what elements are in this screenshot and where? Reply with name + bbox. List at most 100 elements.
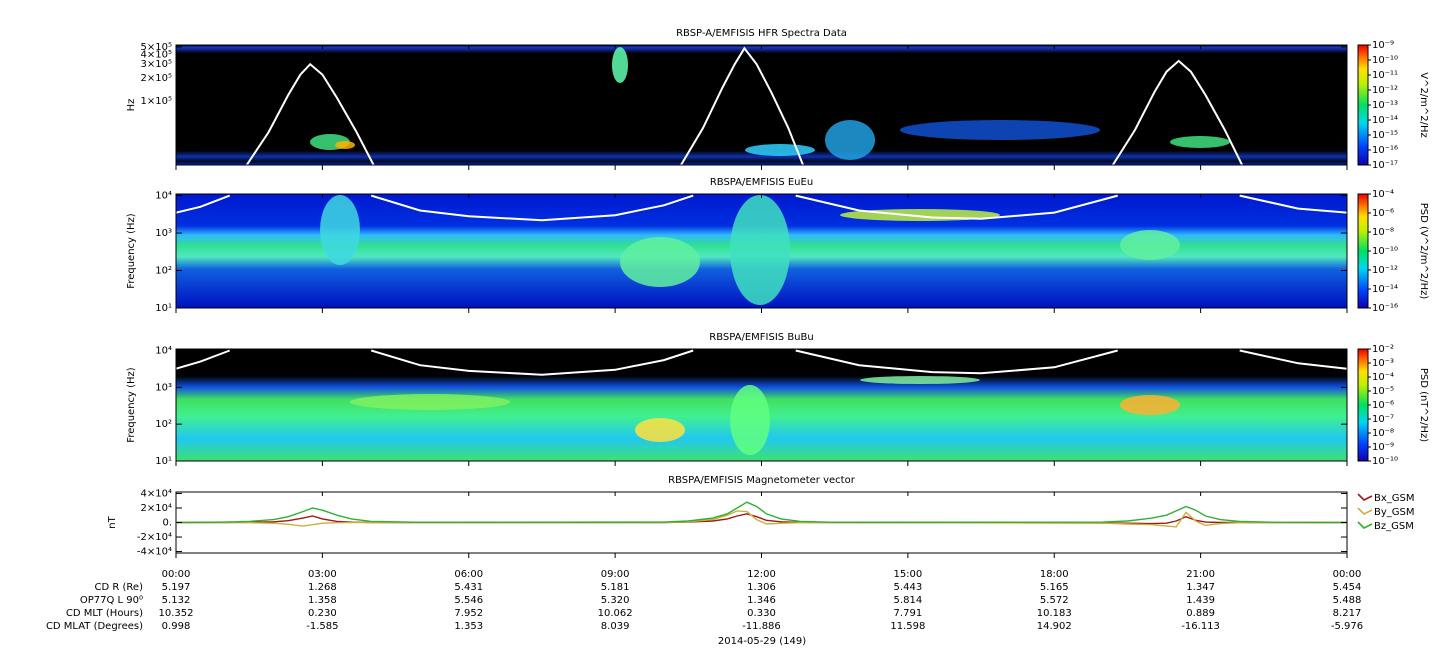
series-line	[176, 510, 1347, 528]
date-label: 2014-05-29 (149)	[718, 636, 806, 647]
overlay-curve	[176, 349, 1347, 376]
colorbar	[1357, 348, 1369, 462]
ephemeris-value: 11.598	[890, 621, 925, 632]
y-axis-label: Hz	[126, 99, 137, 112]
spectrogram-feature	[860, 376, 980, 384]
legend-label: Bz_GSM	[1374, 521, 1414, 532]
x-tick-label: 03:00	[308, 569, 337, 580]
colorbar-tick-label: 10⁻⁸	[1372, 428, 1394, 439]
ephemeris-value: 5.132	[162, 595, 191, 606]
ephemeris-value: 1.346	[747, 595, 776, 606]
spectrogram-feature	[1120, 395, 1180, 415]
ephemeris-value: 1.306	[747, 582, 776, 593]
panel-title: RBSPA/EMFISIS Magnetometer vector	[668, 475, 856, 486]
colorbar-tick-label: 10⁻¹⁴	[1372, 284, 1398, 295]
colorbar-tick-label: 10⁻²	[1372, 344, 1394, 355]
series-line	[176, 513, 1347, 525]
y-axis-label: nT	[107, 515, 118, 528]
ephemeris-value: -1.585	[306, 621, 338, 632]
y-tick-label: 10³	[155, 382, 172, 393]
ephemeris-value: -16.113	[1181, 621, 1220, 632]
spectrogram-feature	[745, 144, 815, 156]
colorbar-tick-label: 10⁻¹⁵	[1372, 130, 1398, 141]
x-tick-label: 18:00	[1040, 569, 1069, 580]
y-tick-label: 4×10⁵	[141, 49, 172, 60]
ephemeris-label: OP77Q L 90⁰	[80, 595, 143, 606]
ephemeris-value: 0.330	[747, 608, 776, 619]
ephemeris-value: 14.902	[1037, 621, 1072, 632]
ephemeris-value: 8.039	[601, 621, 630, 632]
ephemeris-value: 7.952	[454, 608, 483, 619]
spectrogram-feature	[620, 237, 700, 287]
colorbar-tick-label: 10⁻¹⁷	[1372, 160, 1398, 171]
colorbar-tick-label: 10⁻⁶	[1372, 400, 1394, 411]
colorbar-tick-label: 10⁻⁹	[1372, 442, 1394, 453]
y-tick-label: 10⁴	[155, 346, 172, 357]
y-tick-label: 4×10⁴	[141, 488, 172, 499]
y-tick-label: 1×10⁵	[141, 96, 172, 107]
ephemeris-value: 0.889	[1186, 608, 1215, 619]
colorbar-tick-label: 10⁻¹²	[1372, 85, 1398, 96]
spectrogram-features	[176, 194, 1347, 305]
panel-title: RBSPA/EMFISIS EuEu	[710, 177, 813, 188]
spectrogram-feature	[635, 418, 685, 442]
x-tick-label: 21:00	[1186, 569, 1215, 580]
y-tick-label: 10²	[155, 266, 172, 277]
ephemeris-value: 5.572	[1040, 595, 1069, 606]
ephemeris-value: 5.814	[894, 595, 923, 606]
colorbar-tick-label: 10⁻¹⁰	[1372, 246, 1398, 257]
colorbar-tick-label: 10⁻⁹	[1372, 40, 1394, 51]
ephemeris-value: 5.181	[601, 582, 630, 593]
colorbar-tick-label: 10⁻⁴	[1372, 189, 1394, 200]
ephemeris-value: 5.454	[1333, 582, 1362, 593]
series-line	[175, 501, 1348, 524]
spectrogram-feature	[335, 141, 355, 149]
spectrogram-feature	[612, 47, 628, 83]
ephemeris-value: 0.998	[162, 621, 191, 632]
x-tick-label: 06:00	[454, 569, 483, 580]
spectrogram-feature	[900, 120, 1100, 140]
y-tick-label: 10⁴	[155, 191, 172, 202]
ephemeris-label: CD MLT (Hours)	[66, 608, 143, 619]
y-tick-label: 2×10⁴	[141, 503, 172, 514]
y-tick-label: -2×10⁴	[137, 532, 172, 543]
colorbar-tick-label: 10⁻¹⁰	[1372, 55, 1398, 66]
ephemeris-value: 10.183	[1037, 608, 1072, 619]
spectrogram-feature	[825, 120, 875, 160]
y-tick-label: 10³	[155, 228, 172, 239]
colorbar-label: PSD (V^2/m^2/Hz)	[1418, 203, 1429, 300]
colorbar-tick-label: 10⁻⁸	[1372, 227, 1394, 238]
spectrogram-features	[245, 46, 1243, 165]
y-tick-label: 10¹	[155, 303, 172, 314]
ephemeris-value: 10.062	[598, 608, 633, 619]
colorbar-tick-label: 10⁻¹²	[1372, 265, 1398, 276]
colorbar-tick-label: 10⁻¹⁶	[1372, 145, 1398, 156]
legend-swatch	[1357, 507, 1373, 515]
ephemeris-value: 8.217	[1333, 608, 1362, 619]
colorbar-tick-label: 10⁻⁴	[1372, 372, 1394, 383]
colorbar-tick-label: 10⁻⁵	[1372, 386, 1394, 397]
x-tick-label: 15:00	[893, 569, 922, 580]
x-tick-label: 00:00	[1333, 569, 1362, 580]
x-tick-label: 00:00	[162, 569, 191, 580]
ephemeris-value: 5.443	[894, 582, 923, 593]
y-tick-label: 5×10⁵	[141, 42, 172, 53]
ephemeris-value: 5.431	[454, 582, 483, 593]
ephemeris-value: 5.320	[601, 595, 630, 606]
ephemeris-value: 7.791	[894, 608, 923, 619]
colorbar	[1357, 193, 1369, 309]
overlay-curve	[176, 194, 1347, 222]
ephemeris-value: 1.347	[1186, 582, 1215, 593]
spectrogram-feature	[1170, 136, 1230, 148]
y-tick-label: 10²	[155, 419, 172, 430]
x-tick-label: 12:00	[747, 569, 776, 580]
spectrogram-feature	[1120, 230, 1180, 260]
ephemeris-value: 10.352	[159, 608, 194, 619]
colorbar-tick-label: 10⁻¹⁴	[1372, 115, 1398, 126]
ephemeris-value: 5.165	[1040, 582, 1069, 593]
ephemeris-value: 5.488	[1333, 595, 1362, 606]
ephemeris-label: CD R (Re)	[95, 582, 144, 593]
colorbar-tick-label: 10⁻³	[1372, 358, 1394, 369]
colorbar-tick-label: 10⁻⁷	[1372, 414, 1394, 425]
ephemeris-value: 5.546	[454, 595, 483, 606]
